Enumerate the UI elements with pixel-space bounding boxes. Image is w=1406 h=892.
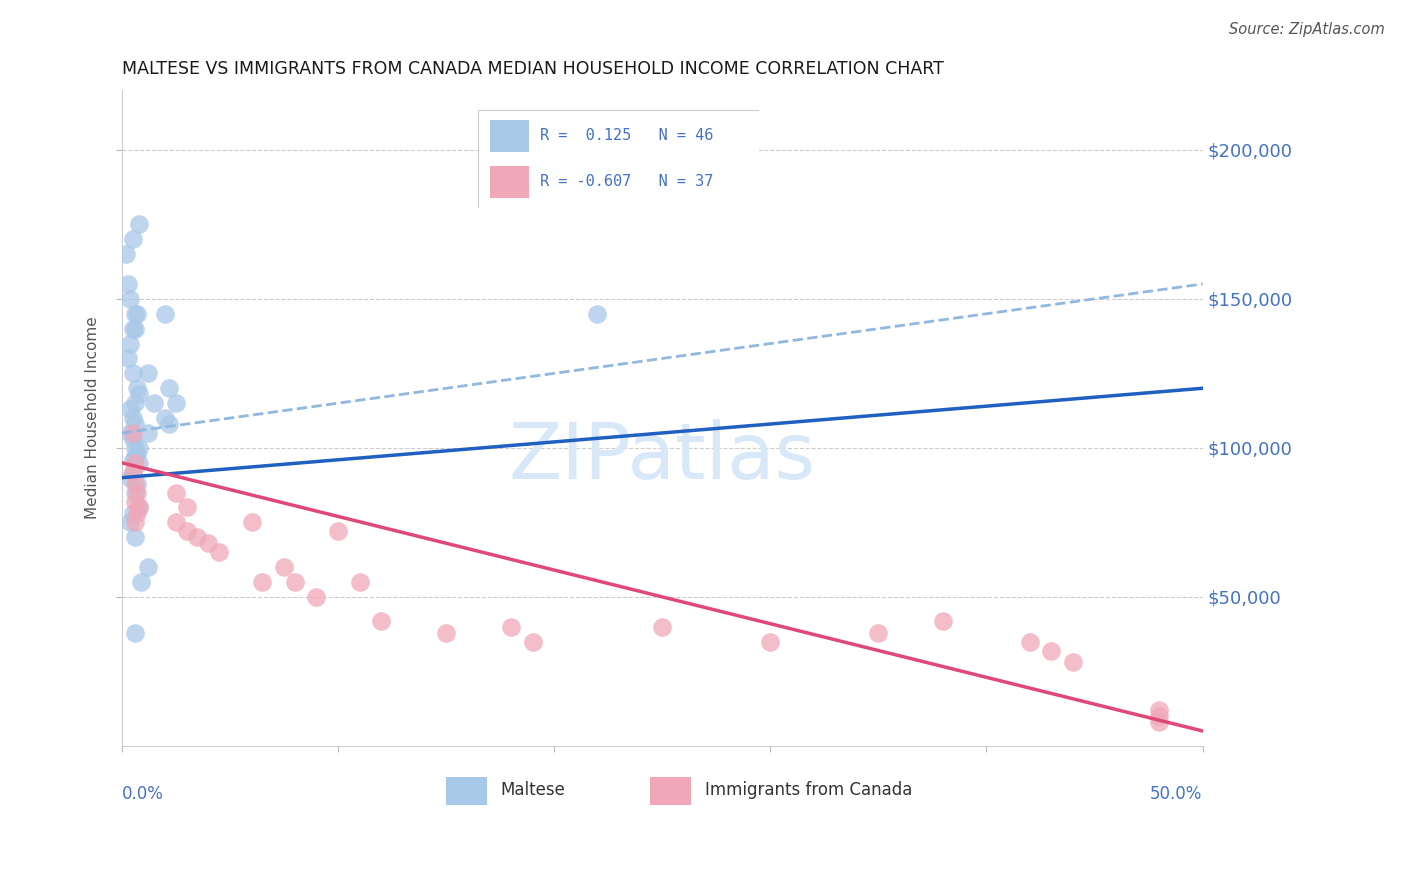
Point bbox=[157, 417, 180, 431]
Point bbox=[125, 485, 148, 500]
Point bbox=[125, 447, 148, 461]
Point bbox=[176, 500, 198, 515]
Point bbox=[165, 485, 187, 500]
Text: ZIPatlas: ZIPatlas bbox=[509, 419, 815, 495]
Point bbox=[128, 441, 150, 455]
Point bbox=[240, 516, 263, 530]
Point bbox=[121, 411, 143, 425]
Point bbox=[370, 614, 392, 628]
Point bbox=[522, 634, 544, 648]
Point bbox=[124, 321, 146, 335]
Point bbox=[121, 432, 143, 446]
Point bbox=[499, 620, 522, 634]
Point bbox=[121, 232, 143, 246]
Point bbox=[586, 307, 609, 321]
Point bbox=[124, 456, 146, 470]
Point bbox=[121, 425, 143, 440]
Point bbox=[125, 307, 148, 321]
Text: 0.0%: 0.0% bbox=[122, 785, 163, 803]
Point bbox=[176, 524, 198, 539]
Point bbox=[651, 620, 673, 634]
Point bbox=[124, 516, 146, 530]
Point bbox=[305, 590, 328, 604]
Text: 50.0%: 50.0% bbox=[1150, 785, 1202, 803]
Point bbox=[326, 524, 349, 539]
Point bbox=[124, 396, 146, 410]
Point bbox=[128, 387, 150, 401]
Point bbox=[124, 625, 146, 640]
Point bbox=[120, 425, 142, 440]
Point bbox=[128, 456, 150, 470]
Point bbox=[120, 471, 142, 485]
Point bbox=[128, 500, 150, 515]
Point bbox=[124, 417, 146, 431]
Point bbox=[121, 452, 143, 467]
Point bbox=[153, 411, 176, 425]
Point bbox=[124, 307, 146, 321]
Point bbox=[1018, 634, 1040, 648]
Point bbox=[129, 574, 152, 589]
Text: MALTESE VS IMMIGRANTS FROM CANADA MEDIAN HOUSEHOLD INCOME CORRELATION CHART: MALTESE VS IMMIGRANTS FROM CANADA MEDIAN… bbox=[122, 60, 943, 78]
Point bbox=[759, 634, 782, 648]
Point bbox=[136, 425, 159, 440]
Point bbox=[1149, 709, 1171, 723]
Point bbox=[868, 625, 890, 640]
Point bbox=[197, 536, 219, 550]
Point bbox=[121, 465, 143, 479]
Point bbox=[124, 476, 146, 491]
Point bbox=[124, 450, 146, 464]
Point bbox=[124, 441, 146, 455]
Point bbox=[143, 396, 166, 410]
Point bbox=[208, 545, 231, 559]
Text: Source: ZipAtlas.com: Source: ZipAtlas.com bbox=[1229, 22, 1385, 37]
Point bbox=[125, 476, 148, 491]
Point bbox=[349, 574, 371, 589]
Point bbox=[165, 396, 187, 410]
Point bbox=[186, 530, 208, 544]
Point bbox=[165, 516, 187, 530]
Point bbox=[1062, 656, 1084, 670]
Point bbox=[136, 367, 159, 381]
Point bbox=[125, 507, 148, 521]
Point bbox=[284, 574, 307, 589]
Point bbox=[124, 485, 146, 500]
Point bbox=[124, 530, 146, 544]
Point bbox=[120, 402, 142, 417]
Point bbox=[1040, 643, 1063, 657]
Point bbox=[120, 516, 142, 530]
Point bbox=[124, 494, 146, 508]
Y-axis label: Median Household Income: Median Household Income bbox=[86, 317, 100, 519]
Point bbox=[121, 507, 143, 521]
Point bbox=[115, 247, 138, 261]
Point bbox=[121, 321, 143, 335]
Point bbox=[121, 465, 143, 479]
Point bbox=[120, 292, 142, 306]
Point bbox=[117, 277, 139, 291]
Point bbox=[434, 625, 457, 640]
Point bbox=[932, 614, 955, 628]
Point bbox=[120, 336, 142, 351]
Point bbox=[128, 218, 150, 232]
Point bbox=[128, 500, 150, 515]
Point bbox=[273, 560, 295, 574]
Point bbox=[1149, 714, 1171, 729]
Point bbox=[121, 367, 143, 381]
Point bbox=[1149, 703, 1171, 717]
Point bbox=[117, 351, 139, 366]
Point bbox=[252, 574, 274, 589]
Point bbox=[153, 307, 176, 321]
Point bbox=[136, 560, 159, 574]
Point bbox=[157, 381, 180, 395]
Point bbox=[125, 381, 148, 395]
